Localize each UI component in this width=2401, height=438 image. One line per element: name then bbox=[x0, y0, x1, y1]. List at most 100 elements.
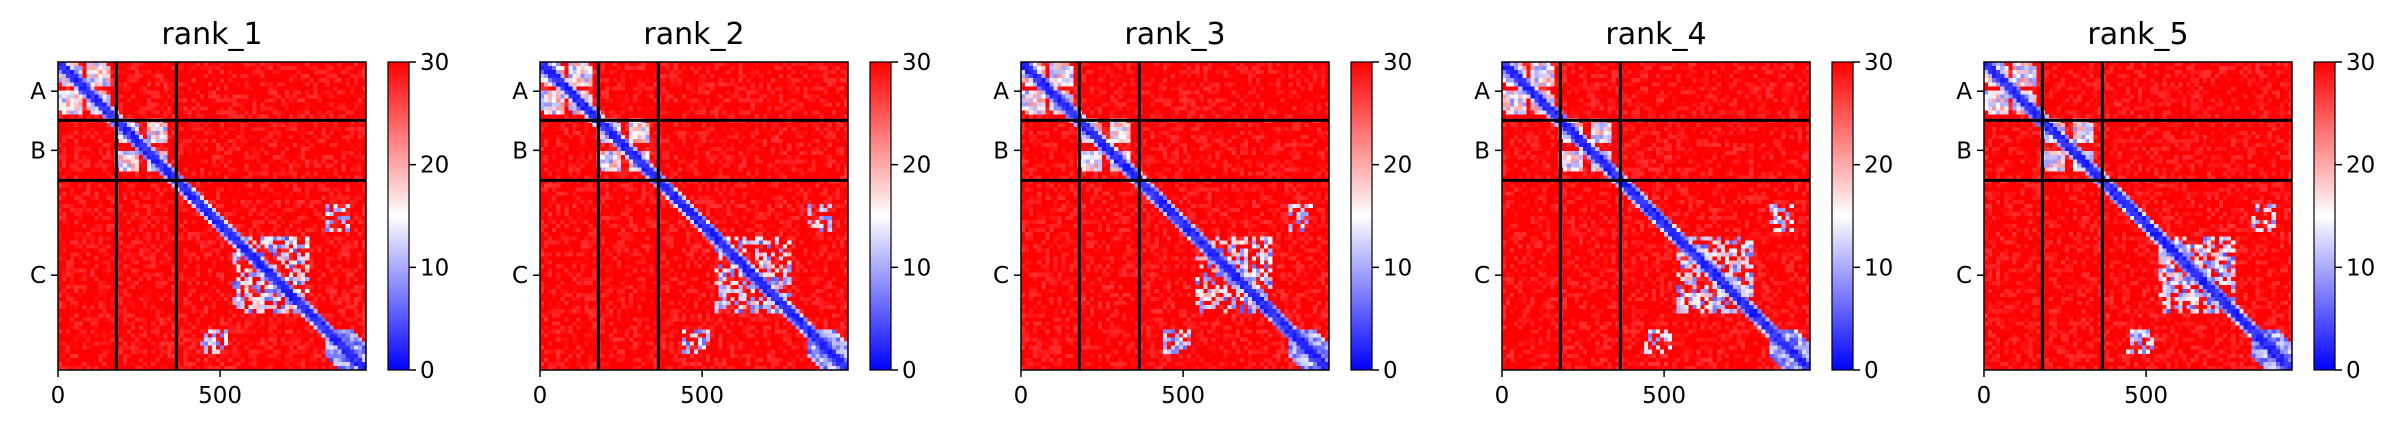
heatmap-cell bbox=[107, 135, 112, 140]
heatmap-cell bbox=[147, 139, 152, 144]
heatmap-cell bbox=[143, 127, 148, 132]
heatmap-cell bbox=[281, 196, 286, 201]
heatmap-cell bbox=[293, 248, 298, 253]
heatmap-cell bbox=[167, 103, 172, 108]
heatmap-cell bbox=[317, 224, 322, 229]
heatmap-cell bbox=[216, 216, 221, 221]
heatmap-cell bbox=[325, 188, 330, 193]
heatmap-cell bbox=[346, 86, 351, 91]
heatmap-cell bbox=[289, 98, 294, 103]
heatmap-cell bbox=[163, 252, 168, 257]
heatmap-cell bbox=[86, 143, 91, 148]
heatmap-cell bbox=[305, 184, 310, 189]
heatmap-cell bbox=[220, 127, 225, 132]
heatmap-cell bbox=[180, 143, 185, 148]
heatmap-cell bbox=[159, 252, 164, 257]
heatmap-cell bbox=[285, 220, 290, 225]
heatmap-cell bbox=[301, 147, 306, 152]
heatmap-cell bbox=[94, 313, 99, 318]
heatmap-cell bbox=[107, 163, 112, 168]
heatmap-cell bbox=[62, 305, 67, 310]
heatmap-cell bbox=[224, 196, 229, 201]
heatmap-cell bbox=[131, 281, 136, 286]
heatmap-cell bbox=[123, 192, 128, 197]
heatmap-cell bbox=[208, 70, 213, 75]
heatmap-cell bbox=[321, 135, 326, 140]
heatmap-cell bbox=[184, 155, 189, 160]
heatmap-cell bbox=[358, 252, 363, 257]
heatmap-cell bbox=[180, 228, 185, 233]
heatmap-cell bbox=[281, 82, 286, 87]
heatmap-cell bbox=[151, 248, 156, 253]
heatmap-cell bbox=[62, 188, 67, 193]
heatmap-cell bbox=[82, 111, 87, 116]
heatmap-cell bbox=[281, 66, 286, 71]
heatmap-cell bbox=[139, 188, 144, 193]
heatmap-cell bbox=[350, 151, 355, 156]
heatmap-cell bbox=[188, 196, 193, 201]
heatmap-cell bbox=[253, 155, 258, 160]
heatmap-cell bbox=[277, 273, 282, 278]
heatmap-cell bbox=[346, 115, 351, 120]
heatmap-cell bbox=[216, 204, 221, 209]
heatmap-cell bbox=[180, 171, 185, 176]
heatmap-cell bbox=[236, 261, 241, 266]
heatmap-cell bbox=[82, 74, 87, 79]
heatmap-cell bbox=[342, 269, 347, 274]
heatmap-cell bbox=[119, 115, 124, 120]
heatmap-cell bbox=[147, 248, 152, 253]
heatmap-cell bbox=[82, 115, 87, 120]
heatmap-cell bbox=[277, 163, 282, 168]
heatmap-cell bbox=[123, 220, 128, 225]
heatmap-cell bbox=[167, 257, 172, 262]
heatmap-cell bbox=[325, 289, 330, 294]
heatmap-cell bbox=[269, 163, 274, 168]
heatmap-cell bbox=[293, 107, 298, 112]
heatmap-cell bbox=[248, 188, 253, 193]
heatmap-cell bbox=[131, 163, 136, 168]
heatmap-cell bbox=[301, 159, 306, 164]
heatmap-cell bbox=[350, 204, 355, 209]
heatmap-cell bbox=[123, 325, 128, 330]
heatmap-cell bbox=[224, 192, 229, 197]
heatmap-cell bbox=[196, 78, 201, 83]
heatmap-cell bbox=[228, 188, 233, 193]
heatmap-cell bbox=[240, 139, 245, 144]
heatmap-cell bbox=[135, 228, 140, 233]
heatmap-cell bbox=[220, 240, 225, 245]
heatmap-cell bbox=[151, 66, 156, 71]
heatmap-cell bbox=[119, 151, 124, 156]
heatmap-cell bbox=[309, 155, 314, 160]
heatmap-cell bbox=[147, 115, 152, 120]
heatmap-cell bbox=[248, 244, 253, 249]
heatmap-cell bbox=[135, 277, 140, 282]
heatmap-cell bbox=[261, 159, 266, 164]
heatmap-cell bbox=[111, 269, 116, 274]
heatmap-cell bbox=[321, 297, 326, 302]
heatmap-cell bbox=[224, 70, 229, 75]
heatmap-cell bbox=[334, 159, 339, 164]
heatmap-cell bbox=[301, 188, 306, 193]
heatmap-cell bbox=[155, 317, 160, 322]
heatmap-cell bbox=[236, 269, 241, 274]
heatmap-cell bbox=[330, 143, 335, 148]
heatmap-cell bbox=[127, 277, 132, 282]
heatmap-cell bbox=[232, 171, 237, 176]
heatmap-cell bbox=[297, 216, 302, 221]
heatmap-cell bbox=[228, 293, 233, 298]
heatmap-cell bbox=[244, 111, 249, 116]
heatmap-cell bbox=[155, 200, 160, 205]
heatmap-cell bbox=[358, 188, 363, 193]
heatmap-cell bbox=[265, 171, 270, 176]
heatmap-cell bbox=[66, 305, 71, 310]
heatmap-cell bbox=[66, 317, 71, 322]
heatmap-cell bbox=[248, 196, 253, 201]
heatmap-cell bbox=[321, 127, 326, 132]
heatmap-cell bbox=[334, 90, 339, 95]
heatmap-cell bbox=[127, 228, 132, 233]
heatmap-cell bbox=[200, 70, 205, 75]
heatmap-cell bbox=[139, 216, 144, 221]
heatmap-cell bbox=[281, 139, 286, 144]
heatmap-cell bbox=[94, 293, 99, 298]
heatmap-cell bbox=[135, 171, 140, 176]
